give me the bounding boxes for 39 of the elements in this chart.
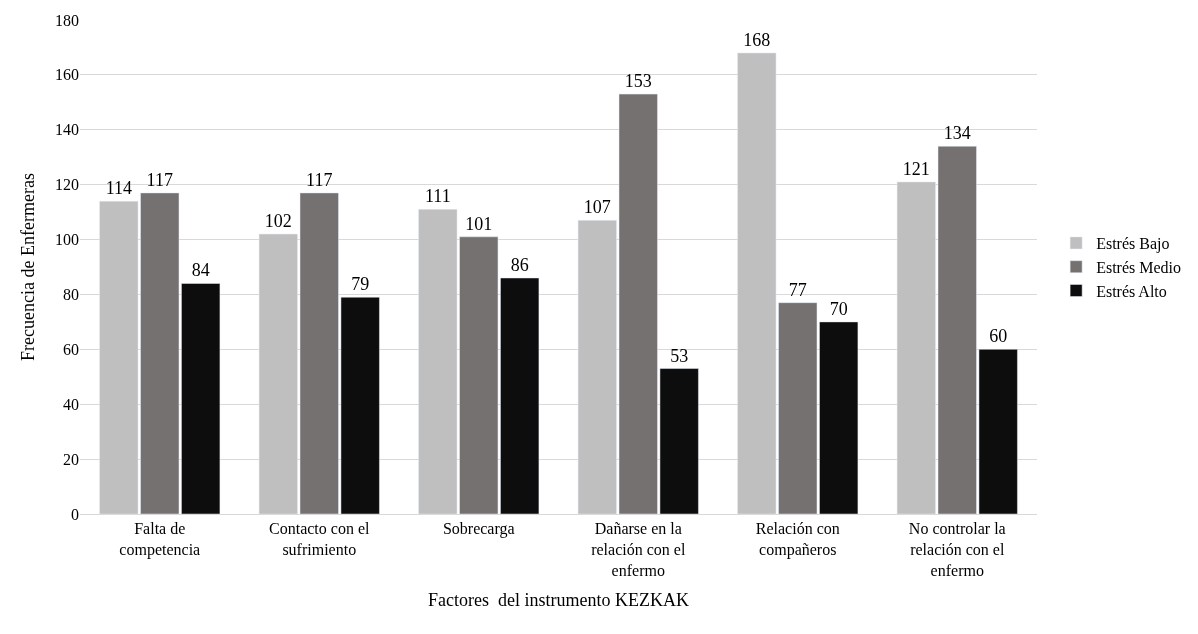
data-label: 84	[191, 260, 210, 281]
y-tick-label: 80	[63, 286, 79, 304]
y-tick-label: 140	[55, 121, 79, 139]
legend-label: Estrés Alto	[1096, 282, 1167, 300]
y-tick-label: 160	[55, 66, 79, 84]
data-label: 134	[943, 123, 971, 144]
x-tick-label: Sobrecarga	[442, 520, 515, 539]
data-label: 117	[146, 169, 173, 190]
x-tick-label: Falta de competencia	[119, 520, 201, 559]
legend-label: Estrés Medio	[1096, 258, 1182, 276]
x-tick-label: Contacto con el sufrimiento	[269, 520, 371, 558]
y-axis-title: Frecuencia de Enfermeras	[18, 173, 39, 361]
data-label: 102	[264, 211, 292, 232]
y-tick-label: 180	[55, 11, 79, 29]
data-label: 101	[465, 213, 493, 234]
data-label: 111	[424, 186, 451, 207]
data-label: 114	[105, 178, 132, 199]
x-axis-title: Factores del instrumento KEZKAK	[428, 589, 689, 610]
data-label: 77	[788, 279, 807, 300]
y-tick-label: 40	[63, 395, 79, 413]
data-label: 86	[510, 254, 529, 275]
data-label: 60	[989, 326, 1008, 347]
x-tick-label: Relación con compañeros	[755, 520, 840, 559]
y-tick-label: 100	[55, 231, 79, 249]
y-tick-label: 0	[71, 505, 79, 523]
data-label: 53	[670, 345, 689, 366]
data-label: 79	[351, 274, 370, 295]
y-tick-label: 120	[55, 176, 79, 194]
legend-label: Estrés Bajo	[1096, 235, 1170, 254]
y-tick-label: 20	[63, 450, 79, 468]
y-tick-label: 60	[63, 340, 79, 358]
data-label: 107	[583, 197, 611, 218]
data-label: 121	[902, 158, 930, 179]
x-tick-label: No controlar la relación con el enfermo	[908, 520, 1006, 579]
data-label: 168	[743, 29, 771, 50]
x-tick-label: Dañarse en la relación con el enfermo	[591, 520, 686, 579]
data-label: 153	[624, 71, 652, 92]
data-label: 70	[829, 298, 848, 319]
data-label: 117	[306, 169, 333, 190]
